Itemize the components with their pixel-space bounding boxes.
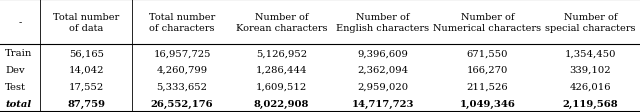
Text: Number of
English characters: Number of English characters — [336, 12, 429, 32]
Text: 1,354,450: 1,354,450 — [564, 49, 616, 58]
Text: 2,362,094: 2,362,094 — [357, 66, 408, 74]
Text: Dev: Dev — [5, 66, 25, 74]
Text: 5,126,952: 5,126,952 — [256, 49, 307, 58]
Text: -: - — [19, 18, 22, 27]
Text: 426,016: 426,016 — [570, 82, 611, 91]
Text: 1,286,444: 1,286,444 — [255, 66, 307, 74]
Text: 9,396,609: 9,396,609 — [357, 49, 408, 58]
Text: Test: Test — [5, 82, 26, 91]
Text: 16,957,725: 16,957,725 — [154, 49, 211, 58]
Text: 671,550: 671,550 — [467, 49, 508, 58]
Text: 211,526: 211,526 — [467, 82, 508, 91]
Text: Number of
Korean characters: Number of Korean characters — [236, 12, 327, 32]
Text: Train: Train — [5, 49, 33, 58]
Text: 1,609,512: 1,609,512 — [256, 82, 307, 91]
Text: 14,042: 14,042 — [68, 66, 104, 74]
Text: 56,165: 56,165 — [69, 49, 104, 58]
Text: 339,102: 339,102 — [570, 66, 611, 74]
Text: 2,959,020: 2,959,020 — [357, 82, 408, 91]
Text: Total number
of data: Total number of data — [53, 12, 120, 32]
Text: 14,717,723: 14,717,723 — [351, 99, 414, 108]
Text: Number of
Numerical characters: Number of Numerical characters — [433, 12, 541, 32]
Text: 87,759: 87,759 — [67, 99, 106, 108]
Text: 1,049,346: 1,049,346 — [460, 99, 515, 108]
Text: 5,333,652: 5,333,652 — [157, 82, 207, 91]
Text: 166,270: 166,270 — [467, 66, 508, 74]
Text: 8,022,908: 8,022,908 — [253, 99, 309, 108]
Text: Number of
special characters: Number of special characters — [545, 12, 636, 32]
Text: 26,552,176: 26,552,176 — [151, 99, 213, 108]
Text: Total number
of characters: Total number of characters — [149, 12, 215, 32]
Text: 4,260,799: 4,260,799 — [157, 66, 207, 74]
Text: 17,552: 17,552 — [69, 82, 104, 91]
Text: total: total — [5, 99, 31, 108]
Text: 2,119,568: 2,119,568 — [563, 99, 618, 108]
